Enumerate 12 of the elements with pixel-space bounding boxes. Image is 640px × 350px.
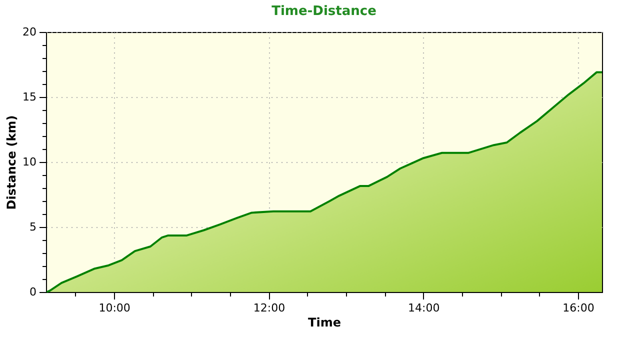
chart-title: Time-Distance	[272, 4, 377, 19]
x-axis-title: Time	[308, 316, 341, 330]
y-tick-label: 0	[30, 286, 36, 298]
y-tick-label: 5	[30, 220, 36, 234]
y-tick-label: 20	[22, 26, 36, 38]
y-tick-label: 15	[22, 90, 36, 104]
x-tick-label: 16:00	[562, 302, 594, 314]
y-axis-title: Distance (km)	[4, 115, 19, 210]
x-tick-label: 12:00	[253, 302, 286, 314]
y-tick-label: 10	[22, 156, 36, 168]
x-tick-label: 10:00	[98, 302, 130, 314]
x-tick-label: 14:00	[408, 302, 440, 314]
